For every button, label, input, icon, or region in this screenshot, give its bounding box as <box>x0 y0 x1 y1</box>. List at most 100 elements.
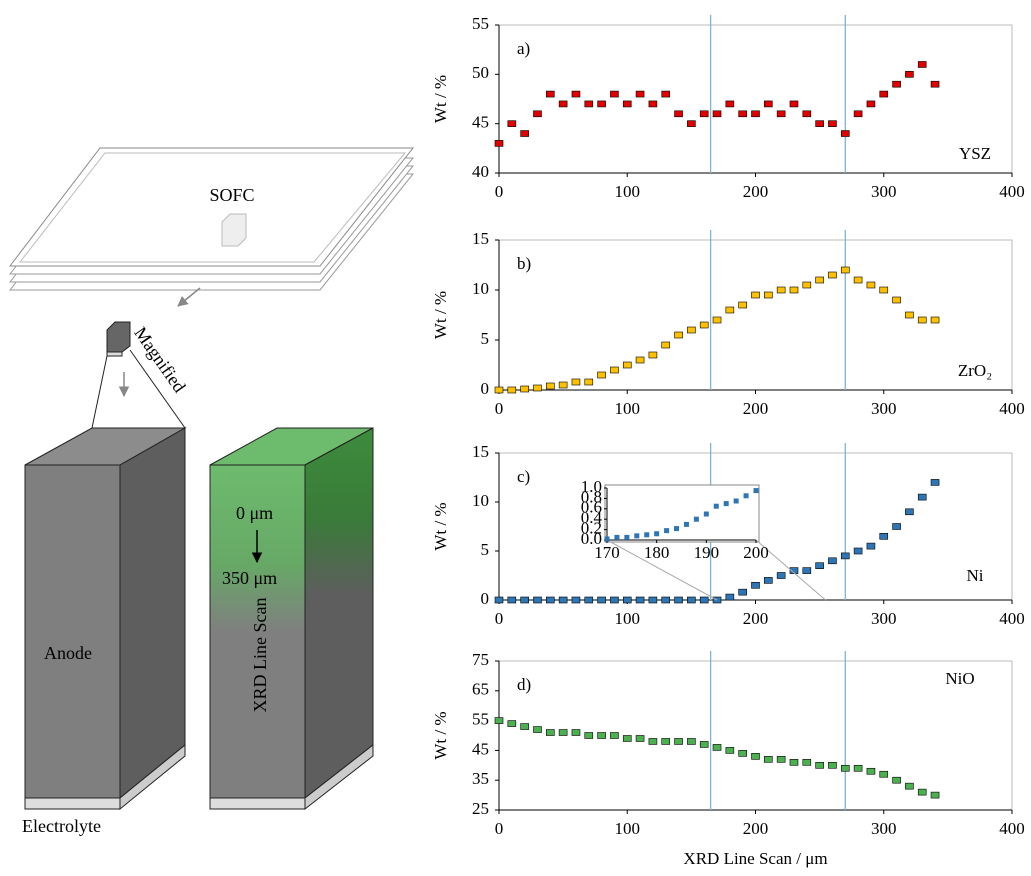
data-point <box>726 594 734 600</box>
x-tick-label: 100 <box>615 609 641 628</box>
x-tick-label: 100 <box>615 182 641 201</box>
data-point <box>546 383 554 389</box>
scan-electrolyte <box>210 798 305 809</box>
x-tick-label: 0 <box>495 819 504 838</box>
data-point <box>559 382 567 388</box>
data-point <box>777 287 785 293</box>
data-point <box>764 292 772 298</box>
data-point <box>572 91 580 97</box>
data-point <box>752 582 760 588</box>
data-point <box>764 101 772 107</box>
data-point <box>867 543 875 549</box>
inset-point <box>704 512 709 517</box>
x-tick-label: 400 <box>999 609 1025 628</box>
scan-label: XRD Line Scan <box>250 598 270 713</box>
plot-frame <box>499 240 1012 390</box>
data-point <box>726 101 734 107</box>
y-axis-label: Wt / % <box>431 291 450 339</box>
inset-point <box>644 532 649 537</box>
scan-start: 0 μm <box>236 503 273 523</box>
data-point <box>610 733 618 739</box>
data-point <box>662 597 670 603</box>
y-tick-label: 0 <box>481 589 490 608</box>
data-point <box>649 597 657 603</box>
inset-point <box>664 528 669 533</box>
data-point <box>816 563 824 569</box>
data-point <box>572 379 580 385</box>
x-tick-label: 300 <box>871 182 897 201</box>
data-point <box>777 756 785 762</box>
data-point <box>585 733 593 739</box>
y-tick-label: 15 <box>472 229 489 248</box>
data-point <box>546 91 554 97</box>
data-point <box>713 744 721 750</box>
data-point <box>867 768 875 774</box>
x-tick-label: 300 <box>871 399 897 418</box>
data-point <box>777 573 785 579</box>
data-point <box>649 738 657 744</box>
inset-y-tick-label: 1.0 <box>581 477 602 496</box>
figure: SOFC Magnified Anode Electrolyte 0 μm 35… <box>0 0 1031 876</box>
data-point <box>521 597 529 603</box>
data-point <box>867 282 875 288</box>
inset-point <box>734 499 739 504</box>
data-point <box>841 765 849 771</box>
data-point <box>841 131 849 137</box>
data-point <box>880 91 888 97</box>
electrolyte <box>25 798 120 809</box>
data-point <box>854 765 862 771</box>
data-point <box>508 121 516 127</box>
data-point <box>623 101 631 107</box>
electrolyte-label: Electrolyte <box>22 816 101 836</box>
x-tick-label: 100 <box>615 399 641 418</box>
data-point <box>521 131 529 137</box>
y-tick-label: 0 <box>481 379 490 398</box>
data-point <box>636 91 644 97</box>
data-point <box>662 342 670 348</box>
data-point <box>867 101 875 107</box>
arrow <box>178 288 200 306</box>
y-axis-label: Wt / % <box>431 502 450 550</box>
data-point <box>546 730 554 736</box>
small-cube <box>107 322 130 352</box>
data-point <box>662 91 670 97</box>
y-axis-label: Wt / % <box>431 711 450 759</box>
data-point <box>649 352 657 358</box>
data-point <box>713 111 721 117</box>
data-point <box>893 297 901 303</box>
y-tick-label: 40 <box>472 162 489 181</box>
data-point <box>790 101 798 107</box>
data-point <box>841 267 849 273</box>
data-point <box>700 111 708 117</box>
data-point <box>495 140 503 146</box>
x-tick-label: 300 <box>871 819 897 838</box>
data-point <box>790 759 798 765</box>
panel-label: c) <box>517 467 530 486</box>
data-point <box>713 317 721 323</box>
data-point <box>495 597 503 603</box>
data-point <box>533 727 541 733</box>
y-tick-label: 45 <box>472 113 489 132</box>
data-point <box>893 777 901 783</box>
data-point <box>905 71 913 77</box>
anode-front <box>25 465 120 798</box>
data-point <box>585 379 593 385</box>
plot-frame <box>499 25 1012 173</box>
panel-label: b) <box>517 254 531 273</box>
data-point <box>931 317 939 323</box>
inset-point <box>654 531 659 536</box>
data-point <box>739 589 747 595</box>
x-tick-label: 400 <box>999 399 1025 418</box>
inset-x-tick-label: 190 <box>694 543 720 562</box>
data-point <box>880 287 888 293</box>
data-point <box>752 111 760 117</box>
data-point <box>610 597 618 603</box>
inset-point <box>614 535 619 540</box>
data-point <box>546 597 554 603</box>
y-tick-label: 65 <box>472 680 489 699</box>
data-point <box>905 783 913 789</box>
data-point <box>687 327 695 333</box>
data-point <box>675 332 683 338</box>
data-point <box>572 730 580 736</box>
inset-x-tick-label: 200 <box>743 543 769 562</box>
